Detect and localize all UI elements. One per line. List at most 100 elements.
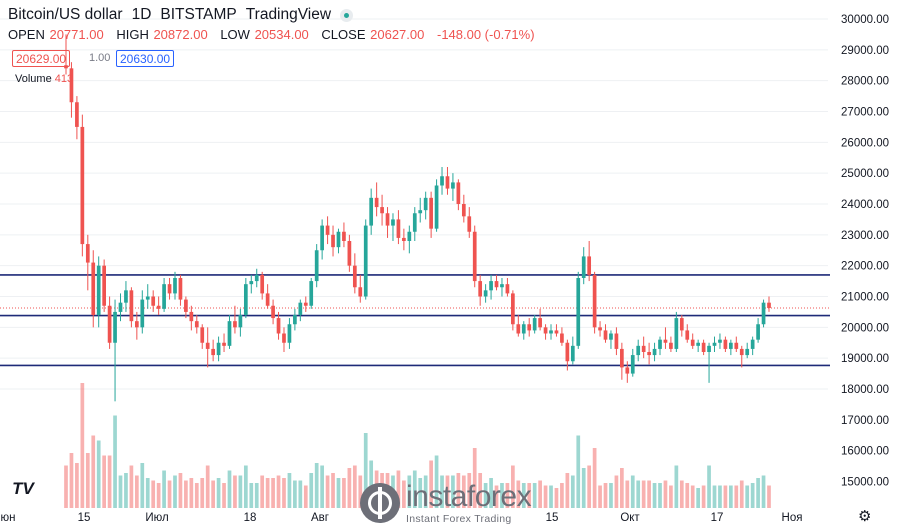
candle-body (380, 207, 384, 214)
volume-bar (592, 448, 597, 508)
candle-body (412, 213, 417, 232)
candle-body (483, 290, 488, 297)
candle-body (511, 293, 515, 325)
candle-body (527, 324, 532, 331)
candle-body (287, 324, 292, 343)
candle-body (494, 281, 499, 288)
volume-bar (238, 475, 243, 508)
volume-bar (194, 483, 199, 508)
volume-bar (658, 483, 662, 508)
candle-body (91, 262, 96, 315)
price-tick-label: 28000.00 (841, 76, 889, 88)
volume-bar (767, 485, 771, 508)
candle-body (282, 333, 286, 343)
candle-body (369, 197, 374, 226)
volume-bar (734, 485, 739, 508)
volume-bar (249, 483, 254, 508)
candle-body (478, 281, 483, 297)
price-tick-label: 22000.00 (841, 261, 889, 273)
candle-body (723, 339, 728, 349)
buy-price-button[interactable]: 20630.00 (116, 50, 175, 67)
candle-body (581, 256, 586, 278)
volume-bar (298, 480, 303, 508)
volume-bar (456, 473, 461, 508)
candle-body (254, 274, 259, 282)
candle-body (489, 281, 493, 291)
candle-body (554, 330, 559, 334)
volume-bar (124, 473, 128, 508)
high-label: HIGH (116, 27, 149, 42)
volume-bar (690, 485, 695, 508)
volume-bar (205, 465, 210, 508)
candle-body (625, 367, 630, 374)
candle-body (222, 342, 226, 346)
volume-bar (80, 383, 85, 508)
volume-bar (625, 480, 630, 508)
candle-body (538, 318, 542, 328)
volume-bar (478, 473, 483, 508)
candle-body (407, 231, 412, 241)
candle-body (238, 315, 243, 328)
volume-bar (178, 473, 183, 508)
volume-bar (336, 478, 341, 508)
volume-bar (581, 468, 586, 508)
candle-body (750, 339, 755, 349)
volume-bar (505, 483, 510, 508)
interval-label[interactable]: 1D (131, 6, 152, 23)
exchange-label: BITSTAMP (160, 6, 237, 23)
candle-body (549, 330, 553, 334)
volume-bar (396, 470, 401, 508)
candle-body (107, 305, 112, 343)
candle-body (260, 274, 265, 294)
volume-bar (674, 465, 679, 508)
volume-bar (423, 475, 428, 508)
volume-bar (129, 465, 134, 508)
candle-body (243, 284, 248, 315)
time-tick-label: Авг (311, 512, 329, 524)
price-tick-label: 21000.00 (841, 292, 889, 304)
candle-body (445, 176, 450, 189)
volume-bar (293, 480, 297, 508)
tradingview-logo-icon[interactable]: TV (6, 474, 40, 504)
candle-body (718, 339, 722, 343)
candle-body (358, 287, 363, 297)
volume-bar (636, 480, 641, 508)
volume-bar (560, 483, 564, 508)
candle-body (641, 345, 646, 352)
candle-body (570, 345, 575, 362)
price-tick-label: 16000.00 (841, 446, 889, 458)
candle-body (685, 330, 690, 340)
candle-body (565, 342, 570, 362)
volume-bar (407, 475, 412, 508)
volume-bar (358, 475, 363, 508)
price-tick-label: 29000.00 (841, 45, 889, 57)
volume-label: Volume (15, 73, 52, 85)
volume-bar (200, 478, 205, 508)
candle-body (603, 330, 608, 340)
volume-bar (342, 478, 346, 508)
low-value: 20534.00 (254, 27, 309, 42)
volume-bar (309, 473, 314, 508)
volume-bar (113, 415, 117, 508)
candle-body (674, 318, 679, 349)
candle-body (647, 352, 651, 356)
volume-bar (707, 465, 711, 508)
volume-bar (696, 488, 701, 508)
symbol-title[interactable]: Bitcoin/US dollar (8, 6, 123, 23)
sell-price-button[interactable]: 20629.00 (12, 50, 71, 67)
candle-body (325, 225, 330, 235)
volume-bar (701, 485, 706, 508)
candle-body (701, 342, 706, 352)
ohlc-legend: OPEN 20771.00 HIGH 20872.00 LOW 20534.00… (8, 27, 544, 42)
volume-bar (145, 478, 150, 508)
volume-bar (156, 483, 161, 508)
volume-bar (647, 480, 651, 508)
volume-bar (669, 485, 673, 508)
volume-bar (554, 488, 559, 508)
candle-body (652, 348, 657, 356)
settings-gear-icon[interactable]: ⚙ (858, 508, 872, 525)
candle-body (679, 318, 684, 331)
candle-body (728, 342, 733, 349)
volume-bar (521, 483, 526, 508)
